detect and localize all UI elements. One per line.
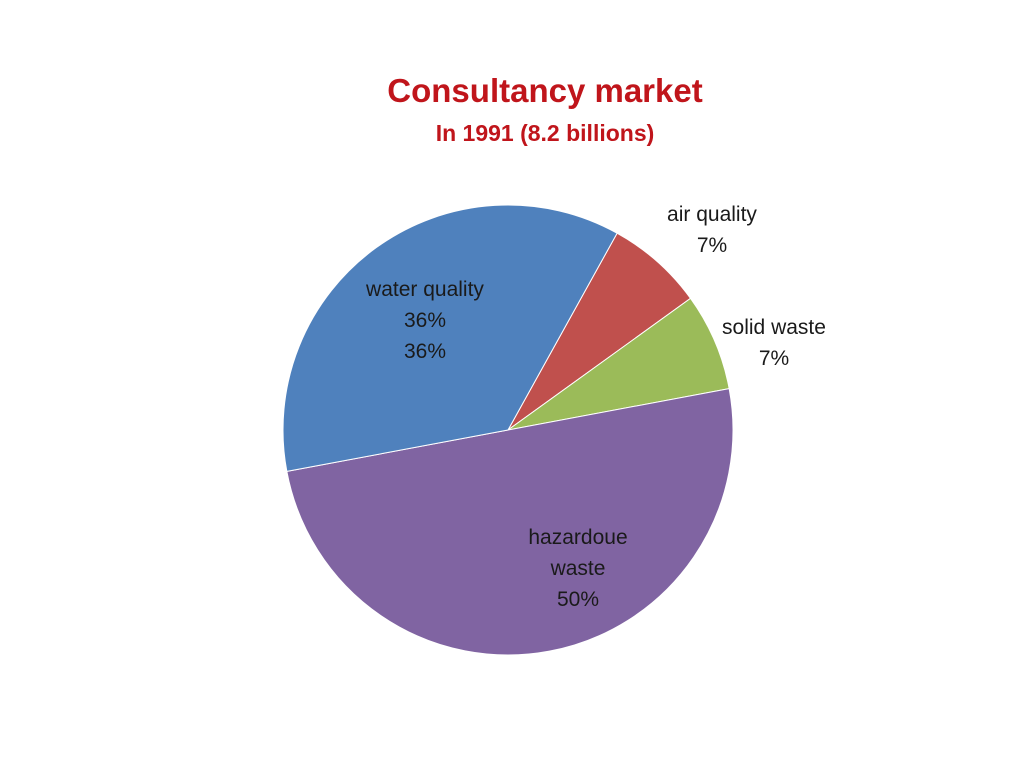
data-label-hazardoue-waste: hazardoue waste 50% xyxy=(528,526,627,611)
pie-slice-water-quality xyxy=(282,204,618,472)
chart-title: Consultancy market xyxy=(387,72,703,109)
data-label-line: hazardoue xyxy=(528,526,627,549)
pie-slice-hazardoue-waste xyxy=(286,388,734,656)
data-label-line: 36% xyxy=(404,340,446,363)
data-label-line: 36% xyxy=(404,309,446,332)
chart-subtitle: In 1991 (8.2 billions) xyxy=(435,120,655,146)
data-label-line: air quality xyxy=(667,203,757,226)
data-label-line: waste xyxy=(550,557,606,580)
data-label-air-quality: air quality 7% xyxy=(667,203,757,257)
data-label-line: 7% xyxy=(697,234,727,257)
pie-slices xyxy=(282,204,734,656)
data-label-line: 50% xyxy=(557,588,599,611)
data-label-solid-waste: solid waste 7% xyxy=(722,316,826,370)
pie-labels: air quality 7% solid waste 7% hazardoue waste… xyxy=(365,203,826,611)
data-label-water-quality: water quality 36% 36% xyxy=(365,278,484,363)
data-label-line: solid waste xyxy=(722,316,826,339)
data-label-line: 7% xyxy=(759,347,789,370)
data-label-line: water quality xyxy=(365,278,484,301)
